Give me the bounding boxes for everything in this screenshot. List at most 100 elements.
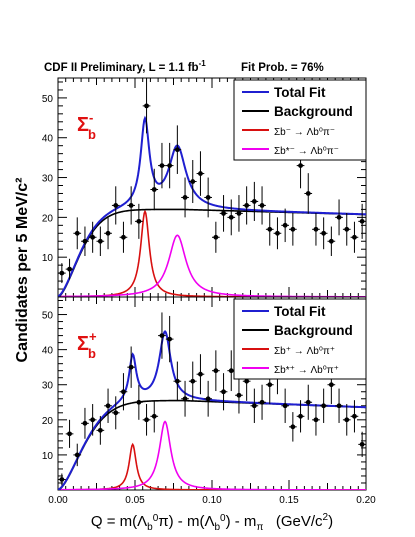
data-point xyxy=(282,403,288,409)
data-point xyxy=(344,417,350,423)
data-point xyxy=(352,413,357,419)
data-point xyxy=(298,413,303,419)
data-point xyxy=(128,203,134,208)
data-point xyxy=(267,226,273,232)
data-point xyxy=(97,238,103,244)
data-point xyxy=(251,199,257,204)
y-tick-label: 10 xyxy=(42,253,54,264)
data-point xyxy=(305,399,311,405)
data-point xyxy=(290,226,296,232)
x-tick-label: 0.20 xyxy=(356,495,376,506)
x-tick-label: 0.10 xyxy=(202,495,222,506)
data-point xyxy=(90,417,96,423)
legend-label: Background xyxy=(274,323,353,338)
data-point xyxy=(321,230,327,236)
total-fit-curve xyxy=(58,329,366,490)
legend: Total Fit Background Σb⁻ → Λb⁰π⁻ Σb*⁻ → Λb⁰… xyxy=(233,79,367,161)
data-point xyxy=(244,203,250,208)
data-point xyxy=(74,230,80,236)
x-tick-label: 0.00 xyxy=(48,495,68,506)
signal-curve xyxy=(58,209,366,297)
data-point xyxy=(221,389,226,395)
data-point xyxy=(336,403,342,409)
data-point xyxy=(359,218,365,224)
data-point xyxy=(105,230,111,236)
data-point xyxy=(105,403,111,409)
data-point xyxy=(144,103,149,109)
data-point xyxy=(198,171,203,176)
data-point xyxy=(167,163,173,169)
legend-label: Σb*⁻ → Λb⁰π⁻ xyxy=(274,146,339,157)
data-point xyxy=(267,382,273,388)
legend: Total Fit Background Σb⁺ → Λb⁰π⁺ Σb*⁺ → Λb⁰… xyxy=(233,298,367,380)
top-panel: 10 20 30 40 50 Σb- Total Fit Background Σb⁻ → Λb… xyxy=(42,77,367,298)
data-point xyxy=(290,424,296,430)
excited-signal-curve xyxy=(58,420,366,490)
data-point xyxy=(359,441,365,447)
data-point xyxy=(236,210,242,216)
y-tick-label: 30 xyxy=(42,174,54,185)
header-experiment: CDF II Preliminary, L = 1.1 fb-1 xyxy=(44,59,206,74)
data-point xyxy=(190,378,196,384)
y-tick-label: 40 xyxy=(42,346,54,357)
data-point xyxy=(282,222,288,228)
data-point xyxy=(182,396,188,402)
y-tick-label: 20 xyxy=(42,416,54,427)
legend-label: Σb⁺ → Λb⁰π⁺ xyxy=(274,346,335,357)
y-tick-label: 50 xyxy=(42,311,54,322)
data-point xyxy=(190,179,196,184)
data-point xyxy=(228,368,234,374)
legend-label: Σb*⁺ → Λb⁰π⁺ xyxy=(274,365,339,376)
data-point xyxy=(205,396,211,402)
x-tick-label: 0.15 xyxy=(279,495,299,506)
data-point xyxy=(244,378,250,384)
data-point xyxy=(305,191,311,196)
data-point xyxy=(259,399,265,405)
data-point xyxy=(151,187,157,192)
header-fit-prob: Fit Prob. = 76% xyxy=(241,62,324,74)
fit-curves xyxy=(58,329,366,490)
data-point xyxy=(59,270,65,276)
data-point xyxy=(151,413,157,419)
data-point xyxy=(174,147,180,153)
data-point xyxy=(136,218,142,224)
y-axis-title: Candidates per 5 MeV/c² xyxy=(14,178,31,363)
data-point xyxy=(321,403,327,409)
legend-label: Total Fit xyxy=(274,304,326,319)
data-point xyxy=(97,427,103,433)
data-point xyxy=(251,403,257,409)
y-tick-label: 30 xyxy=(42,381,54,392)
data-point xyxy=(90,234,96,240)
legend-label: Background xyxy=(274,104,353,119)
data-point xyxy=(259,203,265,208)
data-point xyxy=(336,214,342,220)
data-point xyxy=(121,389,126,395)
data-point xyxy=(167,336,173,342)
data-point xyxy=(67,431,72,437)
data-point xyxy=(275,230,280,236)
data-point xyxy=(128,364,134,370)
data-point xyxy=(198,371,203,377)
data-point xyxy=(205,195,211,200)
total-fit-curve xyxy=(58,115,366,297)
data-point xyxy=(159,163,165,169)
data-point xyxy=(144,417,149,423)
x-tick-label: 0.05 xyxy=(125,495,145,506)
data-point xyxy=(159,333,165,338)
legend-box xyxy=(233,79,367,161)
data-point xyxy=(352,234,357,240)
data-point xyxy=(113,203,119,208)
data-point xyxy=(74,452,80,458)
data-point xyxy=(59,477,65,482)
data-point xyxy=(328,238,334,244)
data-point xyxy=(67,266,72,272)
data-point xyxy=(213,234,219,240)
data-point xyxy=(182,195,188,200)
y-tick-label: 50 xyxy=(42,94,54,105)
data-point xyxy=(136,399,142,405)
legend-box xyxy=(233,298,367,380)
x-axis-title: Q = m(Λb0π) - m(Λb0) - mπ (GeV/c2) xyxy=(91,512,333,533)
data-point xyxy=(313,417,319,423)
data-point xyxy=(344,226,350,232)
data-point xyxy=(298,163,303,169)
